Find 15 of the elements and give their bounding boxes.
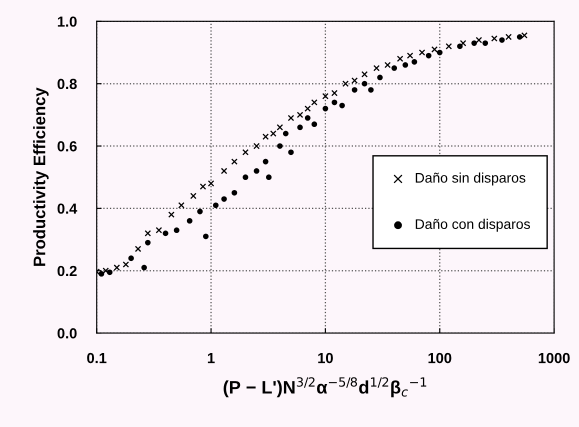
x-tick-label: 10 (318, 352, 333, 364)
y-axis-title: Productivity Efficiency (33, 87, 49, 266)
text: (P − L')N$^{3/2}$α$^{−5/8}$d$^{1/2}$β$_{c}$$^{−1}$ (224, 377, 426, 398)
x-tick-label: 0.1 (87, 352, 106, 364)
y-tick-label: 0.8 (58, 78, 77, 90)
x-tick-label: 1 (208, 353, 215, 364)
legend-label: Daño sin disparos (416, 172, 526, 186)
y-tick-label: 0.4 (58, 203, 78, 214)
x-tick-label: 100 (428, 352, 452, 364)
y-tick-label: 1.0 (58, 16, 77, 27)
legend-label: Daño con disparos (416, 218, 530, 232)
y-tick-label: 0.2 (58, 266, 77, 276)
y-tick-label: 0.0 (58, 328, 77, 338)
y-tick-label: 0.6 (58, 141, 77, 152)
x-tick-label: 1000 (538, 352, 570, 364)
